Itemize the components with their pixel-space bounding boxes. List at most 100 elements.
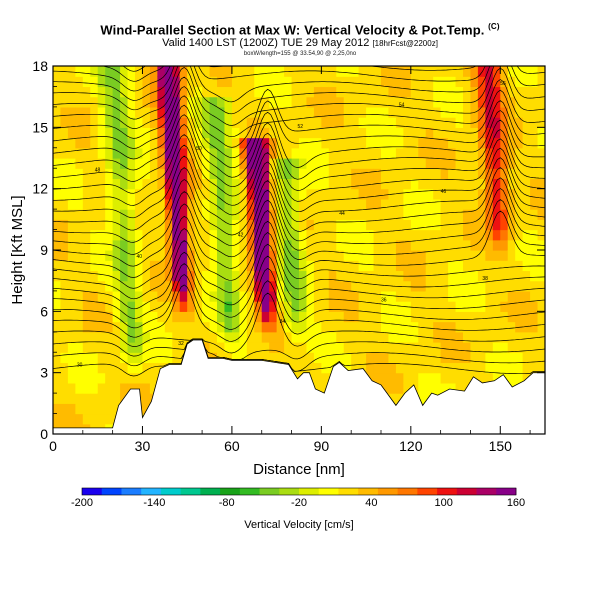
- isentrope-line: [53, 167, 545, 232]
- velocity-cell: [351, 321, 360, 333]
- velocity-cell: [231, 239, 240, 251]
- velocity-cell: [75, 66, 84, 77]
- velocity-cell: [142, 393, 151, 404]
- velocity-cell: [217, 168, 226, 180]
- velocity-cell: [127, 331, 136, 343]
- velocity-cell: [112, 372, 121, 384]
- velocity-cell: [388, 372, 397, 384]
- velocity-cell: [149, 66, 158, 77]
- velocity-cell: [433, 127, 442, 139]
- velocity-cell: [351, 96, 360, 108]
- velocity-cell: [433, 260, 442, 272]
- velocity-cell: [194, 250, 203, 261]
- velocity-cell: [157, 301, 166, 312]
- velocity-cell: [470, 188, 479, 200]
- velocity-cell: [284, 311, 293, 323]
- velocity-cell: [60, 290, 69, 302]
- velocity-cell: [418, 117, 427, 128]
- colorbar-swatch: [397, 488, 418, 495]
- velocity-cell: [455, 76, 464, 88]
- isentrope-line: [53, 66, 545, 103]
- velocity-cell: [530, 219, 539, 231]
- isentrope-label: 46: [441, 189, 447, 195]
- velocity-cell: [202, 239, 211, 251]
- velocity-cell: [530, 66, 539, 77]
- velocity-cell: [321, 229, 330, 241]
- velocity-cell: [358, 331, 367, 343]
- velocity-cell: [231, 229, 240, 241]
- velocity-cell: [112, 331, 121, 343]
- velocity-cell: [366, 331, 375, 343]
- velocity-cell: [179, 301, 188, 312]
- isentrope-line: [53, 177, 545, 243]
- velocity-cell: [157, 198, 166, 210]
- velocity-cell: [477, 372, 486, 384]
- velocity-cell: [448, 342, 457, 353]
- velocity-cell: [328, 158, 337, 169]
- velocity-cell: [530, 127, 539, 139]
- velocity-cell: [403, 260, 412, 272]
- velocity-cell: [90, 403, 99, 415]
- velocity-cell: [381, 198, 390, 210]
- isentrope-line: [53, 66, 545, 126]
- velocity-cell: [433, 198, 442, 210]
- velocity-cell: [448, 250, 457, 261]
- velocity-cell: [209, 106, 218, 118]
- velocity-cell: [135, 76, 144, 88]
- velocity-cell: [135, 106, 144, 118]
- velocity-cell: [239, 321, 248, 333]
- velocity-cell: [455, 229, 464, 241]
- isentrope-label: 42: [238, 233, 244, 239]
- velocity-cell: [135, 127, 144, 139]
- velocity-cell: [343, 270, 352, 282]
- velocity-cell: [179, 229, 188, 241]
- velocity-cell: [239, 209, 248, 220]
- velocity-cell: [328, 311, 337, 323]
- velocity-cell: [328, 117, 337, 128]
- velocity-cell: [231, 219, 240, 231]
- velocity-cell: [269, 127, 278, 139]
- velocity-cell: [537, 137, 545, 149]
- velocity-cell: [172, 127, 181, 139]
- velocity-cell: [373, 342, 382, 353]
- velocity-cell: [299, 290, 308, 302]
- velocity-cell: [492, 198, 501, 210]
- velocity-cell: [522, 321, 531, 333]
- velocity-cell: [105, 106, 114, 118]
- velocity-cell: [366, 147, 375, 159]
- colorbar-swatch: [476, 488, 497, 495]
- velocity-cell: [425, 290, 434, 302]
- velocity-cell: [373, 147, 382, 159]
- velocity-cell: [366, 290, 375, 302]
- velocity-cell: [507, 117, 516, 128]
- velocity-cell: [336, 331, 345, 343]
- velocity-cell: [358, 352, 367, 364]
- colorbar-swatch: [318, 488, 339, 495]
- velocity-cell: [306, 147, 315, 159]
- velocity-cell: [410, 239, 419, 251]
- velocity-cell: [269, 342, 278, 353]
- velocity-cell: [157, 311, 166, 323]
- velocity-cell: [172, 168, 181, 180]
- velocity-cell: [418, 188, 427, 200]
- velocity-cell: [328, 137, 337, 149]
- velocity-cell: [373, 362, 382, 374]
- velocity-cell: [425, 86, 434, 98]
- velocity-cell: [366, 260, 375, 272]
- velocity-cell: [90, 229, 99, 241]
- velocity-cell: [179, 168, 188, 180]
- velocity-cell: [373, 260, 382, 272]
- velocity-cell: [105, 127, 114, 139]
- velocity-cell: [67, 76, 76, 88]
- y-axis-title: Height [Kft MSL]: [9, 195, 26, 304]
- velocity-cell: [366, 250, 375, 261]
- y-tick-label: 15: [32, 119, 48, 135]
- velocity-cell: [97, 137, 106, 149]
- velocity-cell: [231, 147, 240, 159]
- velocity-cell: [299, 66, 308, 77]
- x-tick-label: 120: [399, 438, 423, 454]
- velocity-cell: [172, 301, 181, 312]
- velocity-cell: [395, 239, 404, 251]
- velocity-cell: [60, 352, 69, 364]
- velocity-cell: [187, 260, 196, 272]
